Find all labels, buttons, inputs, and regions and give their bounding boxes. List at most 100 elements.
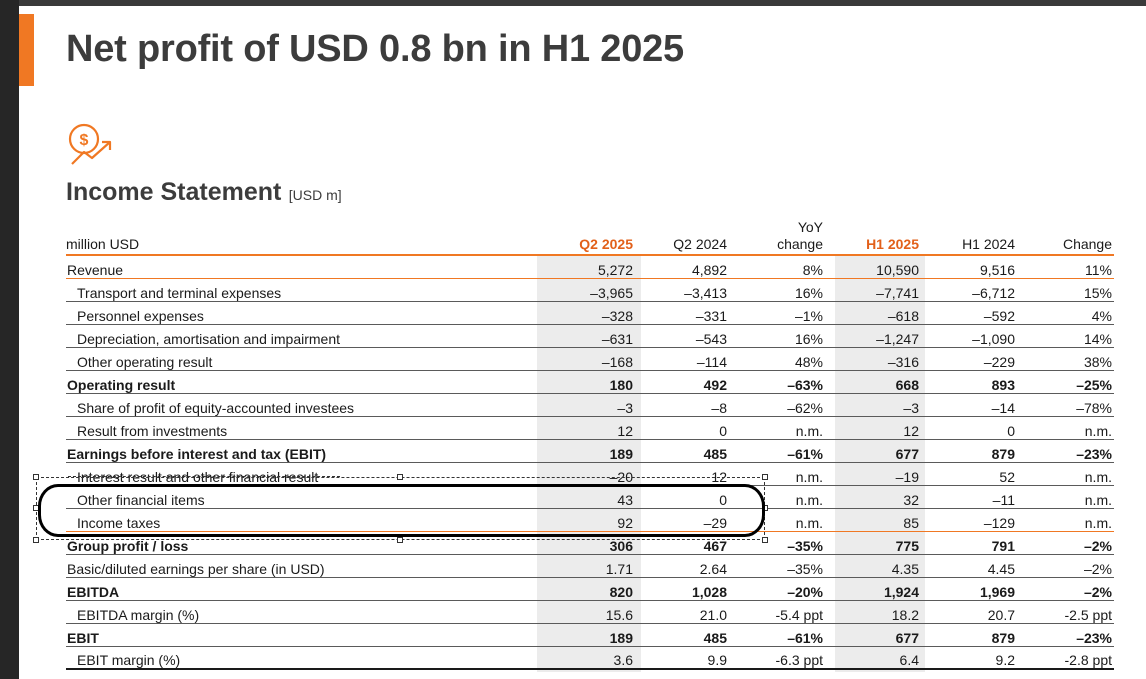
header-change: Change xyxy=(1017,216,1114,256)
section-title: Income Statement xyxy=(66,178,282,206)
cell-change: 14% xyxy=(1017,324,1114,348)
cell-change: n.m. xyxy=(1017,485,1114,509)
money-growth-icon: $ xyxy=(68,123,112,165)
cell-change: 4% xyxy=(1017,301,1114,325)
row-label: Depreciation, amortisation and impairmen… xyxy=(66,324,537,348)
cell-h1-2025: 10,590 xyxy=(825,255,921,279)
cell-q2-2025: –3,965 xyxy=(537,278,635,302)
header-yoy-line1: YoY xyxy=(797,219,823,235)
cell-change: 11% xyxy=(1017,255,1114,279)
cell-yoy: –63% xyxy=(729,370,825,394)
cell-q2-2024: 2.64 xyxy=(635,554,729,578)
cell-change: n.m. xyxy=(1017,416,1114,440)
cell-q2-2024: 492 xyxy=(635,370,729,394)
cell-q2-2025: 820 xyxy=(537,577,635,601)
cell-q2-2024: 4,892 xyxy=(635,255,729,279)
cell-change: -2.8 ppt xyxy=(1017,646,1114,670)
cell-yoy: –1% xyxy=(729,301,825,325)
cell-q2-2025: –168 xyxy=(537,347,635,371)
table-row: EBIT margin (%) 3.6 9.9 -6.3 ppt 6.4 9.2 -2.8 … xyxy=(66,646,1114,670)
table-row: Earnings before interest and tax (EBIT) 1… xyxy=(66,439,1114,463)
cell-q2-2025: 1.71 xyxy=(537,554,635,578)
cell-q2-2024: –331 xyxy=(635,301,729,325)
cell-yoy: –35% xyxy=(729,554,825,578)
cell-h1-2024: –129 xyxy=(921,508,1017,532)
selection-handle-top-left[interactable] xyxy=(33,474,39,480)
cell-yoy: 16% xyxy=(729,324,825,348)
cell-h1-2025: –1,247 xyxy=(825,324,921,348)
cell-change: –2% xyxy=(1017,531,1114,555)
cell-change: –2% xyxy=(1017,554,1114,578)
cell-h1-2025: 32 xyxy=(825,485,921,509)
row-label: EBIT margin (%) xyxy=(66,646,537,670)
table-row: Revenue 5,272 4,892 8% 10,590 9,516 11% xyxy=(66,255,1114,279)
cell-yoy: n.m. xyxy=(729,416,825,440)
cell-h1-2024: 9,516 xyxy=(921,255,1017,279)
cell-h1-2025: –7,741 xyxy=(825,278,921,302)
cell-h1-2024: –229 xyxy=(921,347,1017,371)
selection-handle-top-right[interactable] xyxy=(762,474,768,480)
row-label: EBITDA margin (%) xyxy=(66,600,537,624)
cell-q2-2024: –3,413 xyxy=(635,278,729,302)
cell-h1-2025: 668 xyxy=(825,370,921,394)
cell-h1-2024: 20.7 xyxy=(921,600,1017,624)
cell-h1-2025: 1,924 xyxy=(825,577,921,601)
cell-yoy: 16% xyxy=(729,278,825,302)
table-row: Other financial items 43 0 n.m. 32 –11 n.m. xyxy=(66,485,1114,509)
highlight-oval-annotation[interactable] xyxy=(38,484,765,537)
cell-h1-2024: 879 xyxy=(921,623,1017,647)
cell-change: –23% xyxy=(1017,623,1114,647)
cell-change: –25% xyxy=(1017,370,1114,394)
cell-h1-2025: 775 xyxy=(825,531,921,555)
cell-q2-2024: 0 xyxy=(635,485,729,509)
cell-q2-2024: 9.9 xyxy=(635,646,729,670)
cell-h1-2025: 677 xyxy=(825,439,921,463)
cell-change: n.m. xyxy=(1017,462,1114,486)
row-label: Share of profit of equity-accounted inve… xyxy=(66,393,537,417)
cell-q2-2024: 1,028 xyxy=(635,577,729,601)
section-unit: [USD m] xyxy=(288,187,342,203)
cell-q2-2025: 189 xyxy=(537,623,635,647)
cell-q2-2024: –114 xyxy=(635,347,729,371)
table-row: Basic/diluted earnings per share (in USD… xyxy=(66,554,1114,578)
strikethrough-mark xyxy=(68,476,340,477)
cell-change: -2.5 ppt xyxy=(1017,600,1114,624)
table-row: Income taxes 92 –29 n.m. 85 –129 n.m. xyxy=(66,508,1114,532)
cell-h1-2025: 677 xyxy=(825,623,921,647)
row-label: Income taxes xyxy=(66,508,537,532)
table-body: Revenue 5,272 4,892 8% 10,590 9,516 11% Transpo… xyxy=(66,255,1114,670)
table-row: EBITDA 820 1,028 –20% 1,924 1,969 –2% xyxy=(66,577,1114,601)
header-yoy: YoY change xyxy=(729,216,825,256)
row-label: Basic/diluted earnings per share (in USD… xyxy=(66,554,537,578)
cell-h1-2024: 0 xyxy=(921,416,1017,440)
cell-q2-2025: 180 xyxy=(537,370,635,394)
table-row: Operating result 180 492 –63% 668 893 –25% xyxy=(66,370,1114,394)
cell-h1-2024: –592 xyxy=(921,301,1017,325)
cell-yoy: –61% xyxy=(729,439,825,463)
cell-yoy: –62% xyxy=(729,393,825,417)
cell-q2-2025: 189 xyxy=(537,439,635,463)
cell-h1-2024: 893 xyxy=(921,370,1017,394)
table-row: Depreciation, amortisation and impairmen… xyxy=(66,324,1114,348)
cell-yoy: –61% xyxy=(729,623,825,647)
section-heading: Income Statement [USD m] xyxy=(66,178,342,207)
cell-yoy: n.m. xyxy=(729,462,825,486)
row-label: Revenue xyxy=(66,255,537,279)
cell-q2-2024: –29 xyxy=(635,508,729,532)
cell-h1-2024: 9.2 xyxy=(921,646,1017,670)
selection-handle-bottom-right[interactable] xyxy=(762,537,768,543)
cell-h1-2025: –316 xyxy=(825,347,921,371)
cell-q2-2025: 12 xyxy=(537,416,635,440)
selection-handle-bottom-middle[interactable] xyxy=(397,537,403,543)
cell-yoy: –35% xyxy=(729,531,825,555)
cell-h1-2024: 1,969 xyxy=(921,577,1017,601)
cell-q2-2025: 3.6 xyxy=(537,646,635,670)
header-q2-2024: Q2 2024 xyxy=(635,216,729,256)
header-q2-2025: Q2 2025 xyxy=(537,216,635,256)
table-row: Personnel expenses –328 –331 –1% –618 –592 4% xyxy=(66,301,1114,325)
selection-handle-top-middle[interactable] xyxy=(397,474,403,480)
selection-handle-bottom-left[interactable] xyxy=(33,537,39,543)
cell-h1-2025: 4.35 xyxy=(825,554,921,578)
cell-yoy: 48% xyxy=(729,347,825,371)
table-row: Share of profit of equity-accounted inve… xyxy=(66,393,1114,417)
